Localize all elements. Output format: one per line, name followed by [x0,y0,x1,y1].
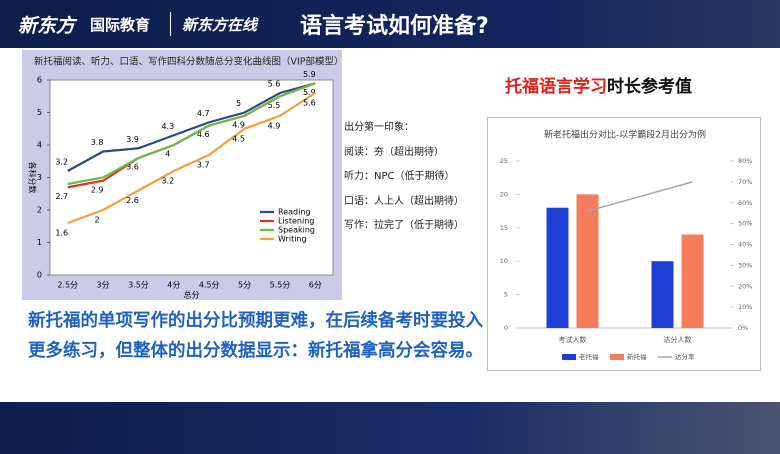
header-bar: 新东方 国际教育 新东方在线 语言考试如何准备? [0,0,780,48]
legend-label: 老托福 [579,352,599,361]
x-tick-label: 考试人数 [559,335,587,344]
chart-title: 新托福阅读、听力、口语、写作四科分数随总分变化曲线图（VIP部模型） [34,56,342,68]
x-tick-label: 5.5分 [270,281,291,290]
y-tick-label: 25 [500,157,508,165]
legend-label: Reading [278,208,310,217]
note: 出分第一印象： [344,122,414,133]
y2-tick-label: 80% [738,157,752,165]
bar [681,234,704,328]
data-label: 3.2 [55,158,68,167]
data-label: 3.6 [126,163,139,172]
bar [546,207,569,328]
series-line [67,82,316,172]
note: 阅读：夯（超出期待） [344,146,444,158]
data-label: 5.9 [303,70,316,79]
data-label: 1.6 [55,229,68,238]
data-label: 4.3 [161,122,174,131]
data-label: 4.9 [268,121,281,130]
x-tick-label: 5分 [238,281,251,290]
y-tick-label: 5 [504,291,508,299]
chart-frame [487,117,761,371]
y-tick-label: 15 [500,224,508,232]
data-label: 4.9 [232,120,245,129]
y-tick-label: 20 [500,190,508,198]
legend-swatch [562,354,576,360]
data-label: 4.7 [197,109,210,118]
x-tick-label: 3分 [97,281,110,290]
y2-tick-label: 20% [738,282,752,290]
heading-rest: 时长参考值 [607,77,692,97]
y-tick-label: 1 [37,238,42,247]
y-tick-label: 5 [37,108,42,117]
divider [170,12,171,36]
x-tick-label: 4.5分 [199,281,220,290]
data-label: 3.7 [197,160,210,169]
x-tick-label: 达分人数 [664,335,692,344]
bar-chart: 新老托福出分对比-以学霸段2月出分为例 0 5 10 15 20 25 0% 10% 20% 30%… [487,117,761,371]
data-label: 5 [236,99,241,108]
data-label: 5.6 [268,80,281,89]
data-label: 2.9 [91,185,104,194]
section-heading: 托福语言学习时长参考值 [505,72,692,97]
note: 写作：拉完了（低于期待） [344,220,464,231]
x-axis-label: 总分 [184,290,200,300]
x-tick-label: 6分 [309,281,322,290]
legend-label: Listening [278,217,314,226]
note: 听力：NPC（低于期待） [344,171,455,182]
data-label: 2.6 [126,196,139,205]
y-tick-label: 4 [37,141,42,150]
data-label: 3.9 [126,135,139,144]
series-line [67,92,316,225]
y2-tick-label: 50% [738,220,752,228]
y-tick-label: 0 [37,271,42,280]
y2-tick-label: 60% [738,199,752,207]
legend-label: 新托福 [627,352,647,361]
data-label: 3.2 [161,177,174,186]
legend-label: Speaking [278,226,315,235]
line-chart: 新托福阅读、听力、口语、写作四科分数随总分变化曲线图（VIP部模型） 0 1 2 3 4 5… [22,50,342,300]
chart-title: 新老托福出分对比-以学霸段2月出分为例 [544,129,706,141]
y2-tick-label: 30% [738,261,752,269]
x-tick-label: 2.5分 [57,281,78,290]
data-label: 4.6 [197,130,210,139]
logo2: 新东方在线 [182,16,258,34]
bar [576,194,599,328]
legend-label: 达分率 [675,352,695,361]
data-label: 5.6 [303,99,316,108]
note: 口语：人上人（超出期待） [344,195,464,207]
y2-tick-label: 70% [738,178,752,186]
brand: 国际教育 [90,16,151,34]
bar [651,261,674,328]
data-label: 2.7 [55,192,68,201]
x-tick-label: 4分 [167,281,180,290]
series-line [587,181,693,212]
data-label: 5.9 [303,88,316,97]
y-tick-label: 10 [500,257,508,265]
footer-bar [0,402,780,454]
y-axis-label: 各科分数 [28,162,38,194]
slide-title: 语言考试如何准备? [300,14,489,39]
y2-tick-label: 10% [738,303,752,311]
data-label: 4.5 [232,134,245,143]
y-tick-label: 3 [37,173,42,182]
data-label: 5.5 [268,101,281,110]
series-line [67,82,316,186]
data-label: 2 [95,216,100,225]
notes: 出分第一印象： 阅读：夯（超出期待） 听力：NPC（低于期待） 口语：人上人（超… [344,116,464,239]
heading-highlight: 托福语言学习 [505,77,607,97]
y2-tick-label: 40% [738,241,752,249]
legend-label: Writing [278,235,307,244]
x-tick-label: 3.5分 [128,281,149,290]
y2-tick-label: 0% [738,324,748,332]
y-tick-label: 6 [37,76,42,85]
legend-swatch [610,354,624,360]
data-label: 3.8 [91,138,104,147]
summary: 新托福的单项写作的出分比预期更难，在后续备考时要投入更多练习，但整体的出分数据显… [28,311,483,361]
logo: 新东方 [18,15,76,37]
data-label: 4 [165,150,170,159]
y-tick-label: 0 [504,324,508,332]
y-tick-label: 2 [37,206,42,215]
